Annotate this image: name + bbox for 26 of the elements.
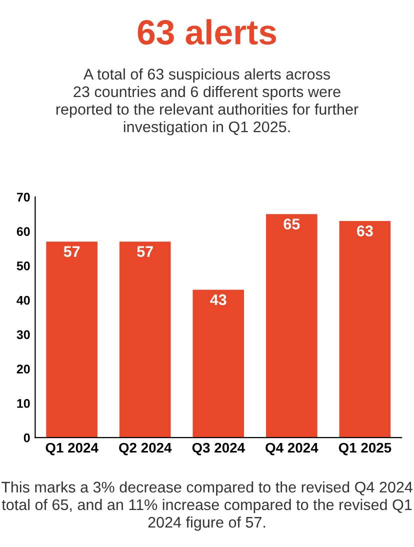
y-tick-label: 40 <box>16 296 30 305</box>
y-tick-label: 70 <box>16 192 30 202</box>
y-tick-label: 60 <box>16 227 30 236</box>
data-label: 65 <box>284 218 300 230</box>
x-tick-label: Q4 2024 <box>266 442 318 456</box>
data-label: 57 <box>137 246 153 257</box>
x-tick-label: Q3 2024 <box>192 442 245 456</box>
bar <box>266 214 318 438</box>
data-label: 57 <box>64 246 80 257</box>
y-tick-label: 20 <box>16 364 30 374</box>
x-tick-label: Q1 2024 <box>46 442 98 456</box>
data-label: 43 <box>210 294 226 306</box>
text: This marks a 3% decrease compared to the revised Q4 2024 total of 65, and an 11% increase compared to the revised Q1 2024 figure of 57. <box>1 481 412 531</box>
y-tick-label: 30 <box>16 330 30 340</box>
chart-subtitle: A total of 63 suspicious alerts across 23 countries and 6 different sports were reported to the relevant authorities for further investigation in Q1 2025. <box>56 68 358 136</box>
chart-title: 63 alerts <box>138 19 276 45</box>
data-label: 63 <box>357 226 373 236</box>
bar <box>119 242 171 438</box>
bar <box>339 220 391 438</box>
bar <box>192 290 244 438</box>
y-tick-label: 50 <box>16 261 30 270</box>
y-tick-label: 0 <box>24 433 30 442</box>
x-tick-label: Q1 2025 <box>338 442 392 456</box>
bar <box>46 242 98 438</box>
y-tick-label: 10 <box>17 399 30 408</box>
x-tick-label: Q2 2024 <box>119 442 172 456</box>
